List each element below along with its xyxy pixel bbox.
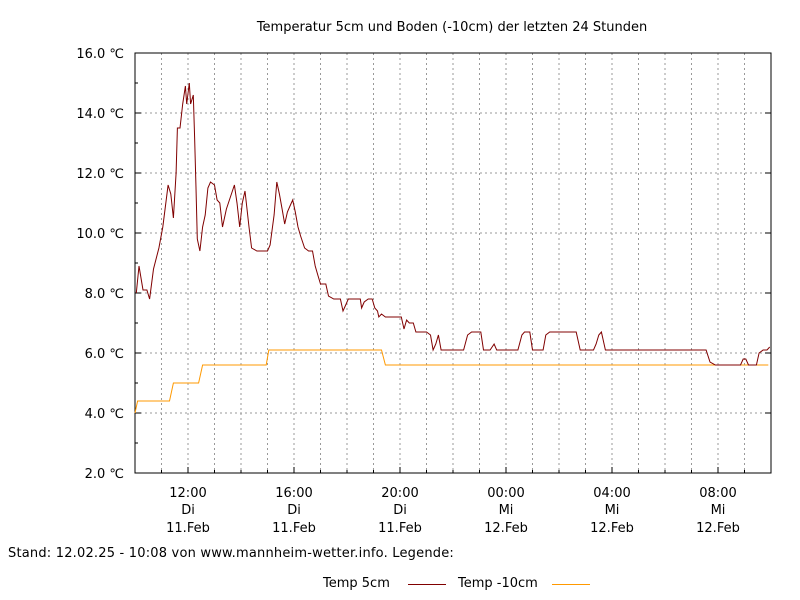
y-tick-label: 2.0 ℃	[85, 467, 124, 482]
x-tick-label-date: 11.Feb	[378, 521, 422, 536]
x-tick-label-time: 12:00	[169, 486, 206, 501]
y-tick-label: 14.0 ℃	[76, 107, 124, 122]
y-tick-label: 16.0 ℃	[76, 47, 124, 62]
x-tick-label-time: 16:00	[275, 486, 312, 501]
x-tick-label-date: 11.Feb	[272, 521, 316, 536]
series-group	[134, 82, 771, 414]
x-tick-label-time: 00:00	[487, 486, 524, 501]
y-tick-label: 12.0 ℃	[76, 167, 124, 182]
series-line-temp-10cm	[134, 349, 769, 414]
x-axis: 12:00 Di 11.Feb 16:00 Di 11.Feb 20:00 Di 11.Feb 0…	[161, 467, 745, 536]
grid	[135, 53, 771, 473]
x-tick-label-day: Mi	[499, 503, 514, 518]
x-tick-label-time: 20:00	[381, 486, 418, 501]
status-footer: Stand: 12.02.25 - 10:08 von www.mannheim…	[8, 546, 454, 561]
y-axis: 2.0 ℃ 4.0 ℃ 6.0 ℃ 8.0 ℃ 10.0 ℃ 12.0 ℃ 14.0 ℃ 16…	[76, 47, 771, 482]
legend: Temp 5cm Temp -10cm	[0, 576, 800, 594]
x-tick-label-day: Mi	[605, 503, 620, 518]
chart-title: Temperatur 5cm und Boden (-10cm) der let…	[256, 20, 647, 35]
legend-swatch-temp-5cm	[408, 584, 446, 585]
x-tick-label-time: 04:00	[593, 486, 630, 501]
x-tick-label-day: Di	[181, 503, 195, 518]
legend-swatch-temp-10cm	[552, 584, 590, 585]
legend-label-temp-5cm: Temp 5cm	[323, 576, 390, 591]
x-tick-label-time: 08:00	[699, 486, 736, 501]
y-tick-label: 8.0 ℃	[85, 287, 124, 302]
series-line-temp-5cm	[135, 82, 771, 366]
x-tick-label-date: 12.Feb	[696, 521, 740, 536]
y-tick-label: 4.0 ℃	[85, 407, 124, 422]
x-tick-label-date: 12.Feb	[484, 521, 528, 536]
x-tick-label-date: 11.Feb	[166, 521, 210, 536]
temperature-chart: Temperatur 5cm und Boden (-10cm) der let…	[76, 20, 772, 536]
y-tick-label: 10.0 ℃	[76, 227, 124, 242]
x-tick-label-day: Di	[287, 503, 301, 518]
x-tick-label-day: Di	[393, 503, 407, 518]
legend-label-temp-10cm: Temp -10cm	[458, 576, 538, 591]
x-tick-label-day: Mi	[711, 503, 726, 518]
y-tick-label: 6.0 ℃	[85, 347, 124, 362]
x-tick-label-date: 12.Feb	[590, 521, 634, 536]
